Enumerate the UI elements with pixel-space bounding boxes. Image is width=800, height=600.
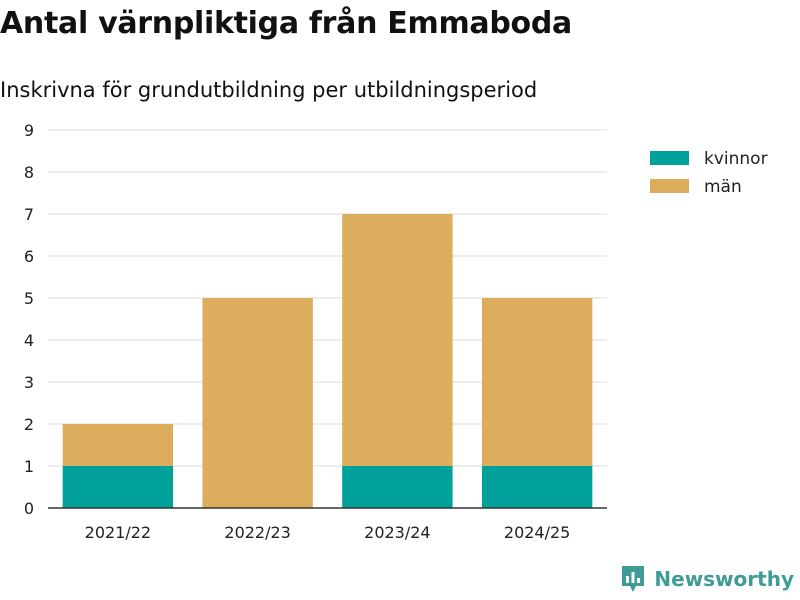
bar-kvinnor-2024/25 <box>481 466 593 508</box>
y-tick-label: 2 <box>24 415 34 434</box>
x-tick-label: 2021/22 <box>85 523 151 542</box>
brand-logo: Newsworthy <box>620 564 794 594</box>
y-tick-label: 8 <box>24 163 34 182</box>
x-tick-label: 2023/24 <box>364 523 430 542</box>
y-tick-label: 3 <box>24 373 34 392</box>
legend-swatch-kvinnor <box>650 151 689 165</box>
bars <box>62 214 593 508</box>
newsworthy-logo-icon <box>622 566 645 592</box>
legend: kvinnor män <box>650 149 768 197</box>
bar-män-2024/25 <box>481 298 593 466</box>
axes: 0 1 2 3 4 5 6 7 8 9 2021/22 2022/23 2023/24 2024/25 <box>24 121 607 542</box>
bar-kvinnor-2021/22 <box>62 466 174 508</box>
legend-label: kvinnor <box>704 149 768 169</box>
legend-swatch-män <box>650 179 689 193</box>
y-tick-label: 0 <box>24 499 34 518</box>
y-tick-label: 1 <box>24 457 34 476</box>
x-tick-label: 2022/23 <box>224 523 290 542</box>
bar-män-2021/22 <box>62 424 174 466</box>
y-tick-label: 6 <box>24 247 34 266</box>
y-tick-label: 9 <box>24 121 34 140</box>
chart-title: Antal värnpliktiga från Emmaboda <box>0 6 572 41</box>
y-tick-label: 5 <box>24 289 34 308</box>
bar-kvinnor-2023/24 <box>342 466 453 508</box>
y-tick-label: 4 <box>24 331 34 350</box>
chart-subtitle: Inskrivna för grundutbildning per utbild… <box>0 78 538 102</box>
bar-män-2023/24 <box>342 214 453 466</box>
x-tick-label: 2024/25 <box>504 523 570 542</box>
y-tick-label: 7 <box>24 205 34 224</box>
brand-name: Newsworthy <box>654 567 794 591</box>
legend-label: män <box>704 177 742 197</box>
bar-män-2022/23 <box>202 298 313 508</box>
